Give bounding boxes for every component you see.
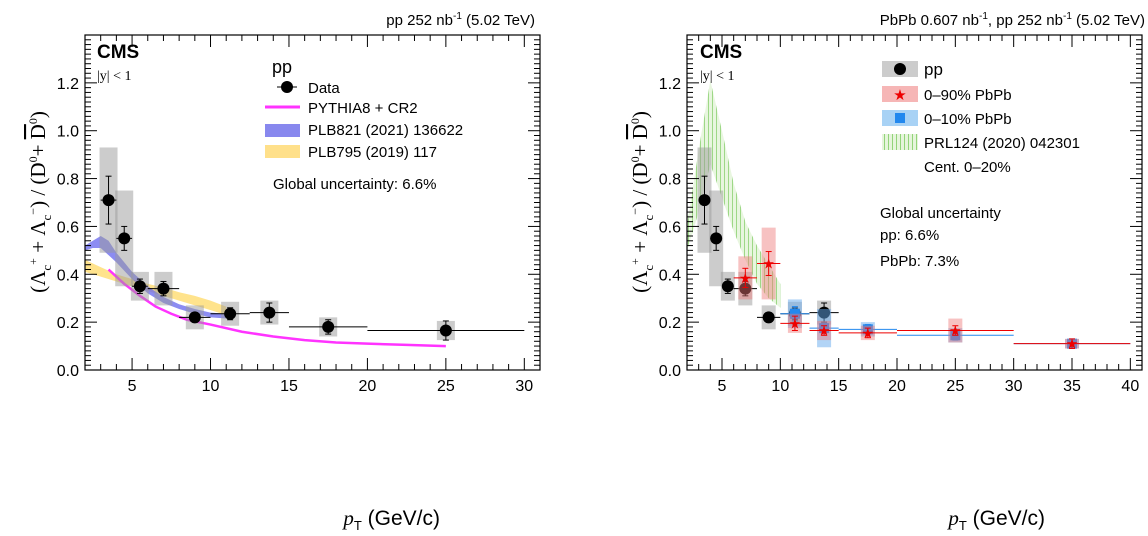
left-x-tick-label: 10 xyxy=(202,378,220,395)
legend-pbpb090-marker: ★ xyxy=(893,87,906,104)
pbpb-0-90-point: ★ xyxy=(739,270,752,286)
right-plot-frame xyxy=(686,34,1143,371)
right-y-tick-label: 1.2 xyxy=(659,76,681,93)
left-y-label: (Λc+ + Λc−) / (D0+ D0) xyxy=(26,111,54,293)
right-x-tick-label: 25 xyxy=(946,378,964,395)
left-plot-data xyxy=(85,147,525,348)
pbpb-0-90-point: ★ xyxy=(762,256,775,272)
legend-pythia-label: PYTHIA8 + CR2 xyxy=(308,100,418,117)
right-y-tick-label: 0.2 xyxy=(659,315,681,332)
pp-point xyxy=(698,194,711,207)
legend-prl124-cent: Cent. 0–20% xyxy=(924,159,1011,176)
right-rapidity-label: |y| < 1 xyxy=(700,69,735,84)
pbpb-0-90-point: ★ xyxy=(1066,336,1079,352)
left-axes: 5 10 15 20 25 30 0.0 0.2 0.4 0.6 0.8 1.0 1.2 xyxy=(57,34,541,395)
left-y-tick-label: 1.2 xyxy=(57,76,79,93)
right-legend: pp ★ 0–90% PbPb 0–10% PbPb PRL124 (2020)… xyxy=(882,60,1080,176)
legend-pp-marker xyxy=(894,63,906,75)
left-rapidity-label: |y| < 1 xyxy=(97,69,132,84)
right-header: PbPb 0.607 nb-1, pp 252 nb-1 (5.02 TeV) xyxy=(880,11,1145,29)
left-y-tick-label: 0.6 xyxy=(57,219,79,236)
legend-data-label: Data xyxy=(308,80,340,97)
pp-point xyxy=(739,282,752,295)
right-x-tick-label: 20 xyxy=(888,378,906,395)
right-x-label: pT (GeV/c) xyxy=(946,506,1045,533)
legend-pp-label: pp xyxy=(924,60,943,79)
right-y-tick-label: 1.0 xyxy=(659,124,681,141)
pp-data-point xyxy=(188,311,201,324)
left-header: pp 252 nb-1 (5.02 TeV) xyxy=(386,11,535,29)
pp-data-point xyxy=(263,306,276,319)
right-y-tick-label: 0.0 xyxy=(659,363,681,380)
left-x-tick-label: 5 xyxy=(128,378,137,395)
pp-point xyxy=(721,280,734,293)
pp-data-point xyxy=(133,280,146,293)
legend-pbpb010-label: 0–10% PbPb xyxy=(924,111,1012,128)
pbpb-0-90-point: ★ xyxy=(949,323,962,339)
pbpb-0-90-point: ★ xyxy=(862,325,875,341)
plb821-band xyxy=(85,236,227,319)
pp-data-point xyxy=(439,324,452,337)
pbpb-0-90-point: ★ xyxy=(818,323,831,339)
legend-plb795-swatch xyxy=(265,145,300,158)
right-global-uncertainty-pbpb: PbPb: 7.3% xyxy=(880,253,959,270)
legend-pbpb010-marker xyxy=(895,113,905,123)
right-x-tick-label: 15 xyxy=(830,378,848,395)
svg-text:(Λc+ + Λc−) / (D0+ D0): (Λc+ + Λc−) / (D0+ D0) xyxy=(628,111,656,293)
left-y-tick-label: 0.0 xyxy=(57,363,79,380)
legend-pbpb090-swatch xyxy=(882,86,918,102)
right-y-tick-label: 0.6 xyxy=(659,219,681,236)
left-x-tick-label: 20 xyxy=(359,378,377,395)
right-y-label: (Λc+ + Λc−) / (D0+ D0) xyxy=(628,111,656,293)
pbpb-0-90-point: ★ xyxy=(789,315,802,331)
left-x-tick-label: 30 xyxy=(515,378,533,395)
left-legend-title: pp xyxy=(272,57,292,77)
pp-data-point xyxy=(157,282,170,295)
left-y-tick-label: 1.0 xyxy=(57,124,79,141)
right-x-tick-label: 10 xyxy=(771,378,789,395)
prl124-band xyxy=(687,80,781,308)
right-global-uncertainty-title: Global uncertainty xyxy=(880,205,1001,222)
right-x-tick-label: 5 xyxy=(718,378,727,395)
right-x-tick-label: 30 xyxy=(1005,378,1023,395)
legend-plb821-label: PLB821 (2021) 136622 xyxy=(308,122,463,139)
left-x-tick-label: 25 xyxy=(437,378,455,395)
pp-data-point xyxy=(102,194,115,207)
legend-plb821-swatch xyxy=(265,124,300,137)
left-x-tick-label: 15 xyxy=(280,378,298,395)
pp-data-point xyxy=(224,307,237,320)
right-x-tick-label: 35 xyxy=(1063,378,1081,395)
left-panel: pp 252 nb-1 (5.02 TeV) 5 10 15 20 25 30 0.0 0.2… xyxy=(26,11,541,533)
left-y-tick-label: 0.8 xyxy=(57,172,79,189)
legend-prl124-label: PRL124 (2020) 042301 xyxy=(924,135,1080,152)
right-x-tick-label: 40 xyxy=(1121,378,1139,395)
legend-pbpb090-label: 0–90% PbPb xyxy=(924,87,1012,104)
pp-point xyxy=(762,311,775,324)
pbpb-0-10-point xyxy=(789,308,800,319)
left-x-label: pT (GeV/c) xyxy=(341,506,440,533)
left-global-uncertainty: Global uncertainty: 6.6% xyxy=(273,176,436,193)
pp-data-point xyxy=(322,320,335,333)
right-y-tick-label: 0.8 xyxy=(659,172,681,189)
legend-plb795-label: PLB795 (2019) 117 xyxy=(308,144,437,161)
left-y-tick-label: 0.2 xyxy=(57,315,79,332)
right-y-tick-label: 0.4 xyxy=(659,267,681,284)
left-legend: Data PYTHIA8 + CR2 PLB821 (2021) 136622 … xyxy=(265,80,463,161)
right-global-uncertainty-pp: pp: 6.6% xyxy=(880,227,939,244)
right-panel: PbPb 0.607 nb-1, pp 252 nb-1 (5.02 TeV) … xyxy=(628,11,1145,533)
pp-point xyxy=(710,232,723,245)
right-axes: 5 10 15 20 25 30 35 40 0.0 0.2 0.4 0.6 0.8 1.0 1.2 xyxy=(659,34,1143,395)
right-cms-label: CMS xyxy=(700,42,742,63)
right-plot-data: ★ ★ ★ ★ ★ ★ ★ xyxy=(687,80,1131,352)
left-y-tick-label: 0.4 xyxy=(57,267,79,284)
left-cms-label: CMS xyxy=(97,42,139,63)
pp-data-point xyxy=(118,232,131,245)
svg-text:(Λc+ + Λc−) / (D0+ D0): (Λc+ + Λc−) / (D0+ D0) xyxy=(26,111,54,293)
legend-prl124-swatch xyxy=(882,134,918,150)
